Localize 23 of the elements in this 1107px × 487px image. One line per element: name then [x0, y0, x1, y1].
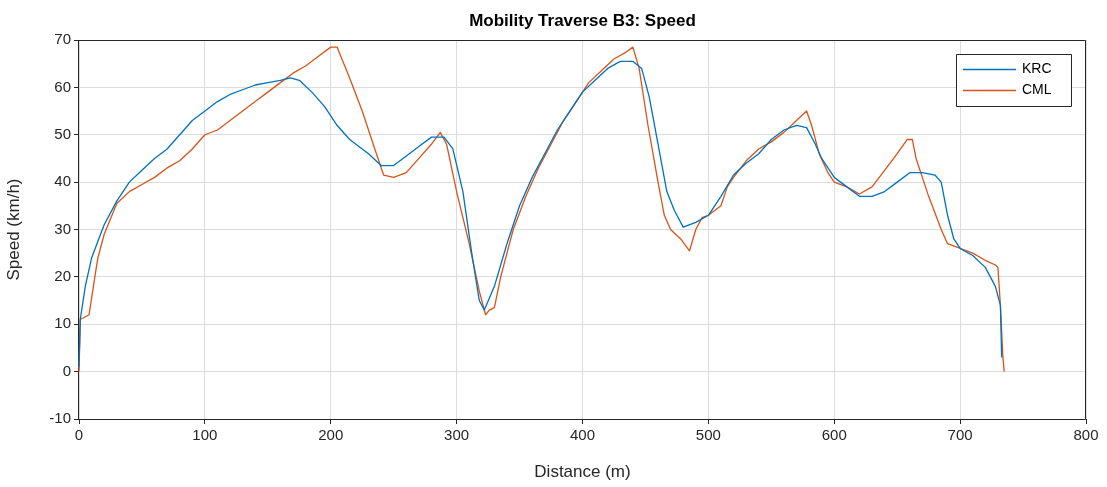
y-tick-label: 30 [54, 219, 71, 237]
y-tick-label: 20 [54, 267, 71, 285]
x-tick-label: 400 [569, 426, 596, 444]
y-tick-label: 50 [54, 124, 71, 142]
y-tick-label: 40 [54, 172, 71, 190]
y-axis-title: Speed (km/h) [3, 178, 23, 281]
x-tick-label: 700 [947, 426, 973, 444]
legend-label: KRC [1022, 60, 1052, 77]
y-tick-label: -10 [49, 409, 71, 427]
x-tick-label: 500 [695, 426, 721, 444]
x-tick-label: 100 [192, 426, 218, 444]
x-tick-label: 200 [318, 426, 344, 444]
x-tick-label: 800 [1073, 426, 1099, 444]
chart-title: Mobility Traverse B3: Speed [469, 10, 696, 30]
x-tick-label: 300 [444, 426, 470, 444]
y-tick-label: 60 [54, 77, 71, 95]
y-tick-label: 10 [54, 314, 71, 332]
y-tick-label: 70 [54, 30, 71, 48]
y-tick-label: 0 [62, 361, 71, 379]
legend-label: CML [1022, 81, 1052, 98]
x-tick-label: 600 [821, 426, 847, 444]
x-tick-label: 0 [74, 426, 84, 444]
x-axis-title: Distance (m) [534, 462, 631, 482]
